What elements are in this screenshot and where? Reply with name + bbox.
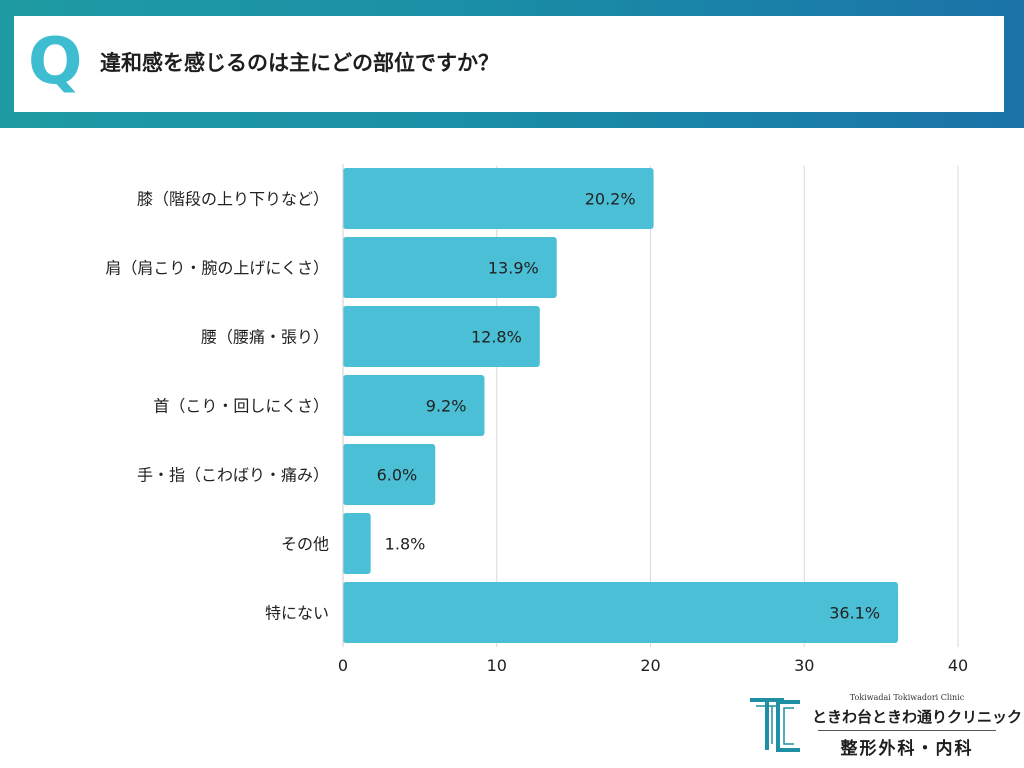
logo-divider: [818, 730, 996, 731]
value-label-3: 9.2%: [426, 397, 467, 416]
clinic-departments: 整形外科・内科: [840, 739, 974, 759]
category-label-6: 特にない: [265, 604, 329, 623]
question-text: 違和感を感じるのは主にどの部位ですか？: [100, 51, 499, 75]
x-tick-label-10: 10: [487, 656, 507, 675]
value-label-0: 20.2%: [585, 190, 636, 209]
clinic-logo: Tokiwadai Tokiwadori Clinic ときわ台ときわ通りクリニ…: [748, 690, 1022, 760]
bar-0: [343, 168, 654, 229]
bar-4: [343, 444, 436, 505]
value-label-6: 36.1%: [829, 604, 880, 623]
category-label-2: 腰（腰痛・張り）: [201, 328, 329, 347]
q-mark: Q: [28, 25, 83, 99]
bar-3: [343, 375, 485, 436]
x-tick-label-30: 30: [794, 656, 814, 675]
header-banner: Q 違和感を感じるのは主にどの部位ですか？: [0, 0, 1024, 128]
value-label-4: 6.0%: [377, 466, 418, 485]
category-label-0: 膝（階段の上り下りなど）: [137, 190, 329, 209]
value-label-2: 12.8%: [471, 328, 522, 347]
category-label-1: 肩（肩こり・腕の上げにくさ）: [105, 259, 329, 278]
clinic-english-name: Tokiwadai Tokiwadori Clinic: [849, 693, 965, 702]
question-card: Q 違和感を感じるのは主にどの部位ですか？: [14, 16, 1004, 112]
bar-chart: 膝（階段の上り下りなど） 20.2% 肩（肩こり・腕の上げにくさ） 13.9% 腰（腰痛…: [105, 164, 968, 675]
x-tick-label-20: 20: [640, 656, 660, 675]
value-label-1: 13.9%: [488, 259, 539, 278]
clinic-tc-logo-icon: [750, 698, 800, 752]
x-tick-label-40: 40: [948, 656, 968, 675]
bar-1: [343, 237, 557, 298]
category-label-3: 首（こり・回しにくさ）: [153, 397, 329, 416]
clinic-japanese-name: ときわ台ときわ通りクリニック: [812, 708, 1023, 726]
value-label-5: 1.8%: [385, 535, 426, 554]
bar-5: [343, 513, 371, 574]
category-label-5: その他: [281, 535, 329, 554]
category-label-4: 手・指（こわばり・痛み）: [137, 466, 329, 485]
bar-2: [343, 306, 540, 367]
x-tick-label-0: 0: [338, 656, 348, 675]
bar-6: [343, 582, 899, 643]
